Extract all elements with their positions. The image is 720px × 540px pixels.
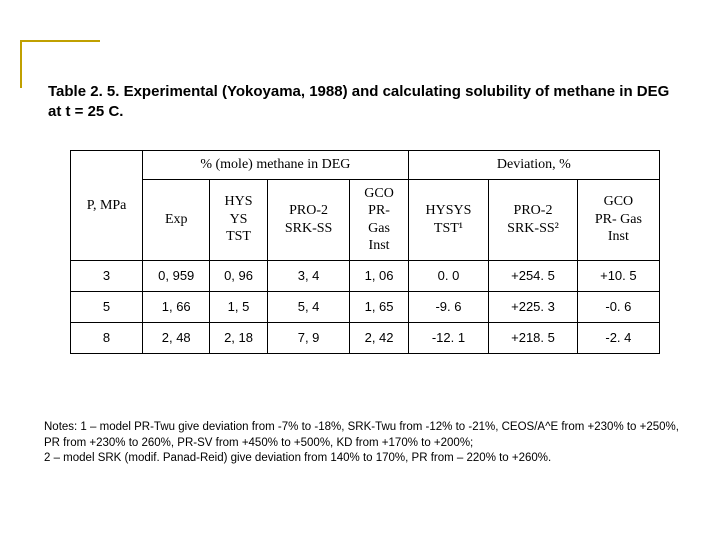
- notes-line-1: Notes: 1 – model PR-Twu give deviation f…: [44, 421, 679, 449]
- col-header-hys: HYSYSTST: [210, 179, 267, 260]
- cell-hys: 0, 96: [210, 260, 267, 291]
- cell-hysys: -9. 6: [408, 291, 489, 322]
- data-table: P, MPa % (mole) methane in DEG Deviation…: [70, 150, 660, 354]
- col-header-pro2-a: PRO-2SRK-SS: [267, 179, 350, 260]
- cell-hys: 1, 5: [210, 291, 267, 322]
- table-row: 3 0, 959 0, 96 3, 4 1, 06 0. 0 +254. 5 +…: [71, 260, 660, 291]
- cell-gcoa: 2, 42: [350, 323, 408, 354]
- col-header-pro2-b: PRO-2SRK-SS²: [489, 179, 577, 260]
- cell-gcob: -0. 6: [577, 291, 659, 322]
- table-row: 8 2, 48 2, 18 7, 9 2, 42 -12. 1 +218. 5 …: [71, 323, 660, 354]
- col-header-gco-a: GCOPR-GasInst: [350, 179, 408, 260]
- cell-p: 8: [71, 323, 143, 354]
- table-notes: Notes: 1 – model PR-Twu give deviation f…: [44, 420, 680, 467]
- col-group-mole: % (mole) methane in DEG: [143, 151, 409, 180]
- col-header-pressure: P, MPa: [71, 151, 143, 261]
- cell-pro2b: +254. 5: [489, 260, 577, 291]
- cell-pro2a: 7, 9: [267, 323, 350, 354]
- col-header-exp: Exp: [143, 179, 210, 260]
- cell-exp: 1, 66: [143, 291, 210, 322]
- cell-p: 5: [71, 291, 143, 322]
- data-table-wrapper: P, MPa % (mole) methane in DEG Deviation…: [70, 150, 660, 354]
- cell-gcoa: 1, 65: [350, 291, 408, 322]
- col-header-gco-b: GCOPR- GasInst: [577, 179, 659, 260]
- table-row: 5 1, 66 1, 5 5, 4 1, 65 -9. 6 +225. 3 -0…: [71, 291, 660, 322]
- cell-exp: 0, 959: [143, 260, 210, 291]
- table-caption: Table 2. 5. Experimental (Yokoyama, 1988…: [48, 82, 680, 123]
- cell-pro2b: +218. 5: [489, 323, 577, 354]
- col-header-hysys: HYSYSTST¹: [408, 179, 489, 260]
- notes-line-2: 2 – model SRK (modif. Panad-Reid) give d…: [44, 452, 551, 464]
- cell-pro2a: 3, 4: [267, 260, 350, 291]
- cell-gcob: +10. 5: [577, 260, 659, 291]
- col-group-deviation: Deviation, %: [408, 151, 659, 180]
- cell-pro2b: +225. 3: [489, 291, 577, 322]
- cell-gcob: -2. 4: [577, 323, 659, 354]
- cell-hysys: -12. 1: [408, 323, 489, 354]
- cell-p: 3: [71, 260, 143, 291]
- cell-hys: 2, 18: [210, 323, 267, 354]
- cell-pro2a: 5, 4: [267, 291, 350, 322]
- accent-line-horizontal: [20, 40, 100, 42]
- cell-exp: 2, 48: [143, 323, 210, 354]
- cell-gcoa: 1, 06: [350, 260, 408, 291]
- cell-hysys: 0. 0: [408, 260, 489, 291]
- accent-line-vertical: [20, 40, 22, 88]
